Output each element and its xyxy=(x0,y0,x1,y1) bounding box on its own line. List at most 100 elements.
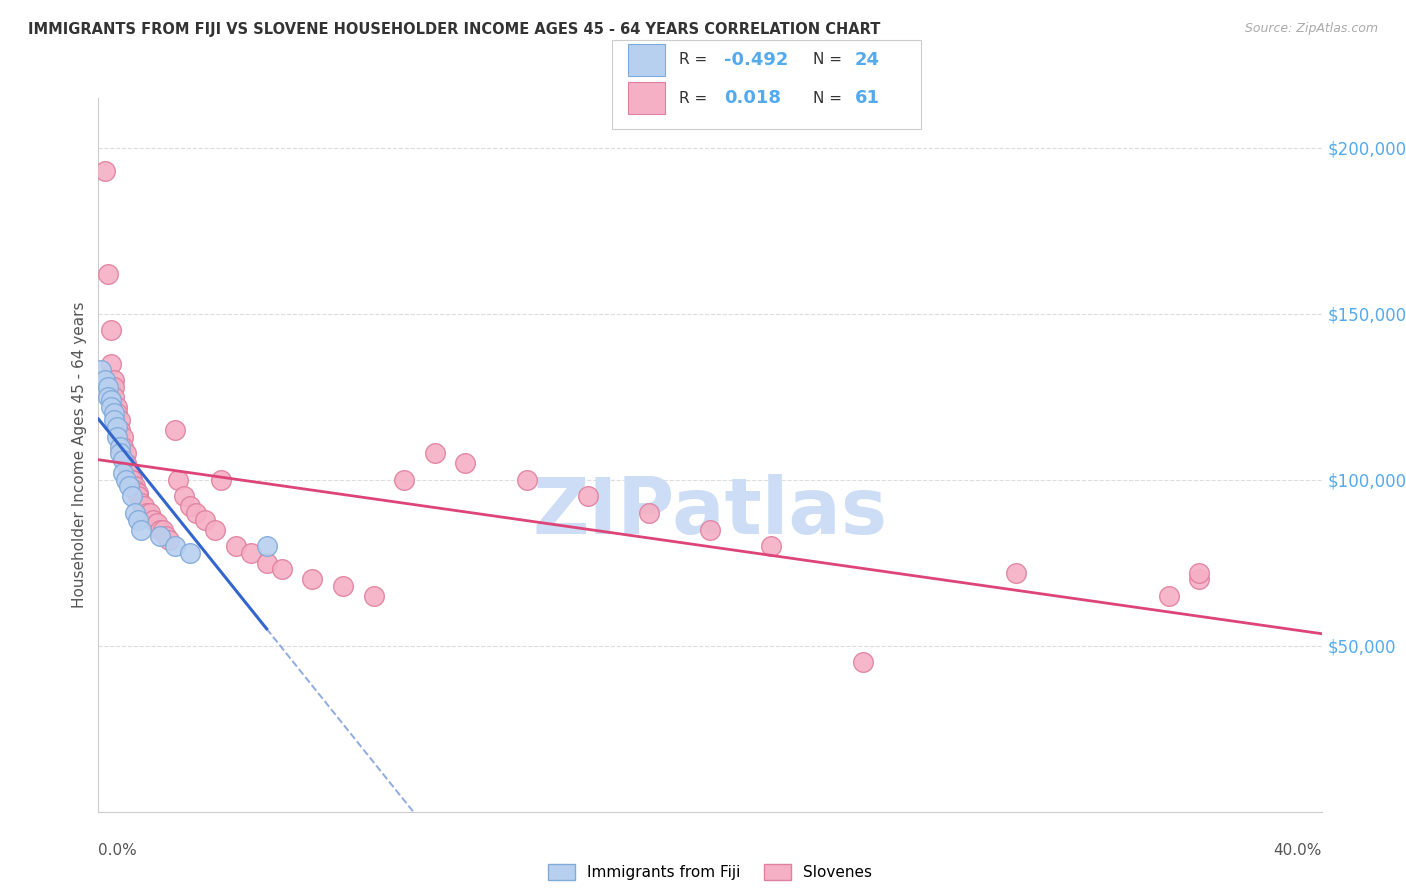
Point xyxy=(179,546,201,560)
Point xyxy=(121,473,143,487)
Point xyxy=(139,506,162,520)
Point xyxy=(136,506,159,520)
Point xyxy=(100,357,122,371)
Point xyxy=(100,400,122,414)
Point xyxy=(103,406,125,420)
Point xyxy=(152,523,174,537)
Point xyxy=(105,430,128,444)
Y-axis label: Householder Income Ages 45 - 64 years: Householder Income Ages 45 - 64 years xyxy=(72,301,87,608)
Point xyxy=(97,267,120,281)
Point xyxy=(516,473,538,487)
Point xyxy=(332,579,354,593)
Text: 0.0%: 0.0% xyxy=(98,843,138,858)
Point xyxy=(100,323,122,337)
Point xyxy=(1004,566,1026,580)
Text: ZIPatlas: ZIPatlas xyxy=(533,474,887,550)
Point xyxy=(93,164,115,178)
Point xyxy=(699,523,721,537)
Point xyxy=(256,539,278,553)
Text: IMMIGRANTS FROM FIJI VS SLOVENE HOUSEHOLDER INCOME AGES 45 - 64 YEARS CORRELATIO: IMMIGRANTS FROM FIJI VS SLOVENE HOUSEHOL… xyxy=(28,22,880,37)
Text: Source: ZipAtlas.com: Source: ZipAtlas.com xyxy=(1244,22,1378,36)
Legend: Immigrants from Fiji, Slovenes: Immigrants from Fiji, Slovenes xyxy=(541,858,879,886)
Point xyxy=(108,440,131,454)
Point xyxy=(256,556,278,570)
Point xyxy=(124,483,146,497)
Point xyxy=(93,373,115,387)
Text: 61: 61 xyxy=(855,89,880,107)
Point xyxy=(270,562,292,576)
Point xyxy=(1157,589,1180,603)
Text: 0.018: 0.018 xyxy=(724,89,782,107)
Point xyxy=(115,473,138,487)
Point xyxy=(111,430,134,444)
Point xyxy=(100,393,122,408)
Point xyxy=(301,573,323,587)
Point xyxy=(103,390,125,404)
Point xyxy=(173,490,195,504)
Text: N =: N = xyxy=(813,91,846,105)
Point xyxy=(127,486,149,500)
Point xyxy=(108,446,131,460)
Point xyxy=(1188,573,1211,587)
Point xyxy=(576,490,599,504)
Point xyxy=(157,533,180,547)
Text: 40.0%: 40.0% xyxy=(1274,843,1322,858)
Point xyxy=(209,473,232,487)
Point xyxy=(363,589,385,603)
Point xyxy=(108,413,131,427)
Point xyxy=(118,479,141,493)
Point xyxy=(142,513,165,527)
Point xyxy=(423,446,446,460)
Point xyxy=(1188,566,1211,580)
Point xyxy=(145,516,167,530)
Point xyxy=(134,500,156,514)
Text: R =: R = xyxy=(679,53,713,67)
Point xyxy=(118,466,141,480)
Point xyxy=(97,380,120,394)
Point xyxy=(392,473,416,487)
Point xyxy=(454,456,477,470)
Point xyxy=(240,546,263,560)
Point xyxy=(637,506,661,520)
Point xyxy=(103,380,125,394)
Point xyxy=(129,523,152,537)
Point xyxy=(124,479,146,493)
Point xyxy=(121,490,143,504)
Text: -0.492: -0.492 xyxy=(724,51,789,69)
Point xyxy=(111,453,134,467)
Point xyxy=(97,390,120,404)
Point xyxy=(105,419,128,434)
Point xyxy=(204,523,226,537)
Point xyxy=(186,506,208,520)
Point xyxy=(129,496,152,510)
Point xyxy=(124,506,146,520)
Point xyxy=(163,539,186,553)
Point xyxy=(105,406,128,420)
Text: R =: R = xyxy=(679,91,713,105)
Point xyxy=(127,513,149,527)
Point xyxy=(90,363,112,377)
Point xyxy=(111,440,134,454)
Point xyxy=(115,456,138,470)
Point xyxy=(103,373,125,387)
Point xyxy=(149,523,172,537)
Point xyxy=(149,529,172,543)
Point xyxy=(179,500,201,514)
Point xyxy=(852,656,875,670)
Point xyxy=(167,473,190,487)
Point xyxy=(194,513,217,527)
Point xyxy=(118,463,141,477)
Point xyxy=(105,400,128,414)
Point xyxy=(155,529,177,543)
Point xyxy=(225,539,247,553)
Point xyxy=(111,466,134,480)
Point xyxy=(759,539,782,553)
Text: 24: 24 xyxy=(855,51,880,69)
Text: N =: N = xyxy=(813,53,846,67)
Point xyxy=(127,490,149,504)
Point xyxy=(103,413,125,427)
Point xyxy=(115,446,138,460)
Point xyxy=(121,473,143,487)
Point xyxy=(108,423,131,437)
Point xyxy=(163,423,186,437)
